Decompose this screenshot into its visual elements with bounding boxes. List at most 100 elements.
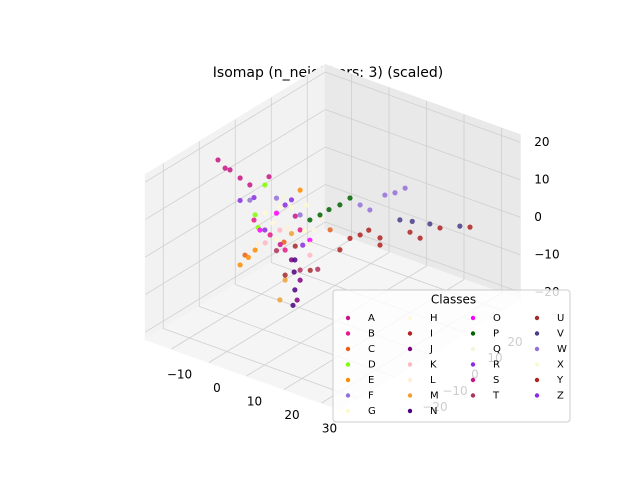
point [292, 213, 298, 219]
point [281, 239, 287, 245]
grid-line [145, 184, 326, 295]
point [294, 297, 300, 303]
legend-marker [470, 362, 476, 367]
point [281, 194, 287, 200]
point [290, 302, 296, 308]
point [307, 241, 313, 247]
legend-label: L [430, 375, 436, 386]
points [215, 157, 473, 308]
point [291, 269, 297, 275]
point [257, 227, 263, 233]
point [382, 192, 388, 198]
point [222, 165, 228, 171]
legend-label: J [429, 344, 433, 355]
point [262, 240, 268, 246]
legend-marker [345, 393, 351, 398]
point [337, 202, 343, 208]
z-tick-label: 20 [534, 135, 549, 149]
point [397, 217, 403, 223]
legend-marker [407, 315, 413, 321]
point [307, 267, 313, 273]
legend-label: U [557, 313, 564, 324]
point [357, 202, 363, 208]
z-tick-label: −10 [534, 247, 559, 261]
legend-label: S [493, 375, 499, 386]
grid-line [325, 71, 521, 143]
point [266, 174, 272, 180]
legend-label: K [430, 360, 437, 371]
point [251, 194, 257, 201]
legend-label: P [493, 329, 499, 340]
point [311, 227, 317, 233]
point [292, 243, 298, 249]
point [282, 272, 288, 278]
point [437, 225, 443, 231]
point [307, 237, 313, 243]
grid-line [325, 109, 521, 181]
point [262, 227, 268, 233]
point [277, 227, 283, 233]
legend-label: M [430, 391, 439, 402]
point [288, 197, 295, 203]
point [282, 247, 288, 253]
legend-label: A [368, 313, 375, 324]
point [237, 262, 243, 268]
point [277, 241, 283, 248]
legend-label: R [493, 360, 500, 371]
point [273, 210, 280, 216]
legend-label: C [368, 344, 375, 355]
legend-marker [534, 393, 540, 398]
point [367, 207, 373, 213]
legend-label: G [368, 406, 376, 417]
point [288, 230, 295, 237]
point [297, 267, 303, 273]
legend-label: Z [557, 391, 564, 402]
legend-marker [470, 346, 476, 352]
point [237, 197, 243, 204]
point [377, 242, 383, 248]
point [366, 227, 372, 233]
point [417, 235, 423, 241]
legend-marker [534, 315, 540, 321]
legend-marker [534, 362, 540, 367]
point [215, 157, 221, 163]
point [337, 247, 343, 253]
point [277, 204, 283, 210]
point [357, 232, 363, 238]
grid-line [325, 221, 521, 293]
legend-marker [407, 362, 413, 367]
point [297, 187, 303, 193]
point [245, 254, 251, 260]
point [247, 197, 253, 203]
grid-line [325, 146, 521, 218]
legend-marker [534, 377, 540, 383]
point [377, 235, 383, 241]
point [288, 204, 295, 210]
legend-marker [345, 331, 351, 336]
legend-marker [470, 315, 476, 321]
legend-label: X [557, 360, 564, 371]
grid-line [163, 328, 359, 400]
point [297, 277, 303, 283]
point [227, 167, 233, 173]
point [273, 195, 280, 201]
point [303, 202, 310, 208]
legend-label: T [492, 391, 500, 402]
legend-marker [470, 331, 476, 336]
point [247, 182, 253, 188]
grid-line [325, 184, 521, 256]
point [409, 218, 415, 224]
point [402, 185, 408, 191]
point [307, 217, 313, 223]
legend-marker [407, 346, 413, 352]
point [347, 195, 353, 201]
point [282, 202, 288, 208]
legend-marker [345, 408, 351, 414]
point [277, 297, 283, 303]
point [326, 206, 332, 213]
point [300, 242, 306, 248]
legend-marker [407, 377, 413, 383]
point [307, 252, 313, 258]
